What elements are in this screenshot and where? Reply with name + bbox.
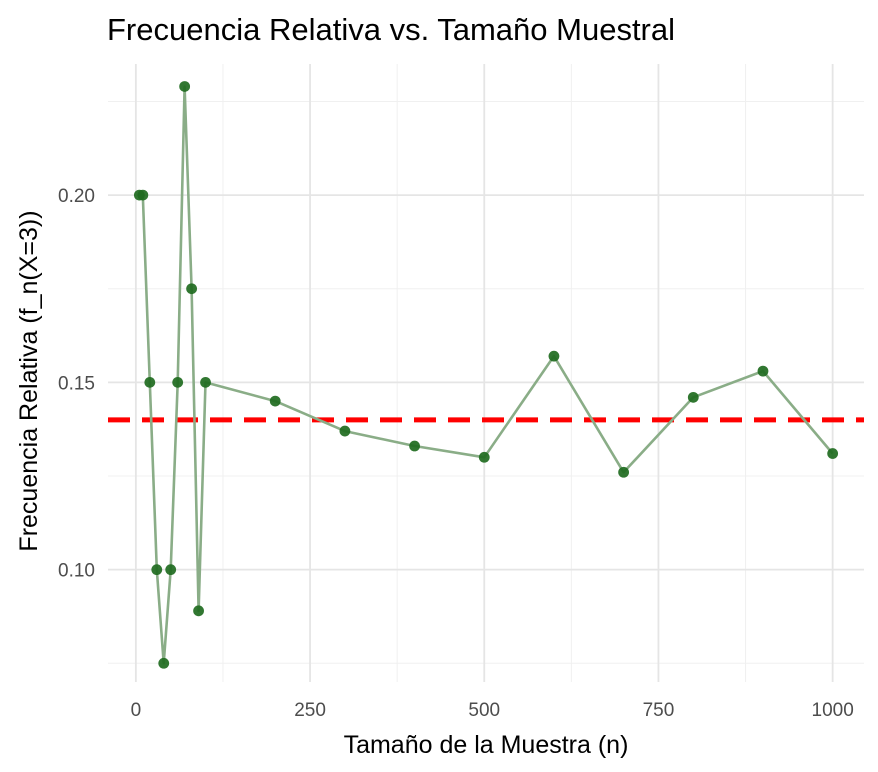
x-tick-label: 250 bbox=[294, 700, 326, 721]
data-point bbox=[478, 451, 490, 463]
x-tick-labels: 0 250 500 750 1000 bbox=[131, 700, 854, 721]
grid bbox=[108, 64, 864, 682]
data-point bbox=[687, 391, 699, 403]
x-tick-label: 750 bbox=[643, 700, 675, 721]
data-point bbox=[409, 440, 420, 452]
data-point bbox=[151, 564, 163, 576]
y-tick-label: 0.15 bbox=[58, 373, 95, 394]
y-axis-title: Frecuencia Relativa (f_n(X=3)) bbox=[15, 210, 43, 551]
data-point bbox=[165, 564, 177, 576]
data-point bbox=[827, 448, 839, 459]
chart-title: Frecuencia Relativa vs. Tamaño Muestral bbox=[107, 12, 675, 47]
data-point bbox=[618, 466, 630, 478]
y-tick-label: 0.20 bbox=[58, 186, 95, 207]
data-point bbox=[193, 605, 204, 617]
x-tick-label: 500 bbox=[468, 700, 500, 721]
data-points bbox=[133, 81, 839, 669]
data-point bbox=[144, 376, 156, 388]
data-point bbox=[548, 350, 560, 362]
data-point bbox=[137, 189, 149, 201]
y-tick-label: 0.10 bbox=[58, 561, 95, 582]
data-point bbox=[186, 283, 198, 295]
y-tick-labels: 0.10 0.15 0.20 bbox=[58, 186, 95, 582]
data-point bbox=[158, 657, 170, 669]
x-axis-title: Tamaño de la Muestra (n) bbox=[344, 731, 629, 759]
data-point bbox=[200, 376, 211, 388]
data-point bbox=[172, 376, 184, 388]
data-point bbox=[757, 365, 769, 377]
data-point bbox=[339, 425, 351, 437]
data-point bbox=[269, 395, 281, 407]
series-line bbox=[139, 85, 834, 665]
x-tick-label: 1000 bbox=[812, 700, 854, 721]
data-point bbox=[179, 81, 191, 92]
x-tick-label: 0 bbox=[131, 700, 142, 721]
